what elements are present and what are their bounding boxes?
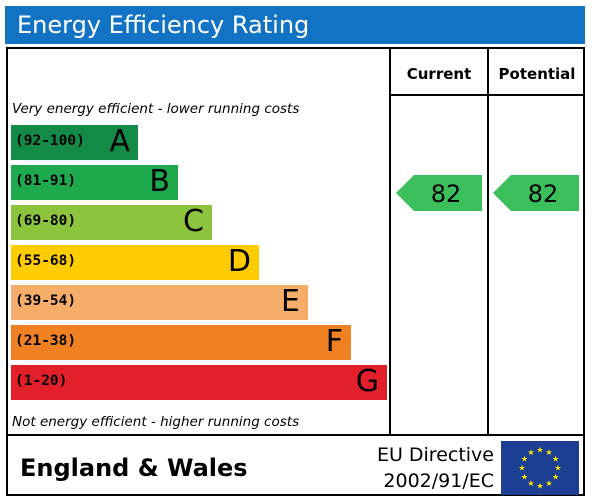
flag-star: ★ xyxy=(552,455,559,464)
band-letter: E xyxy=(281,284,300,319)
band-d: (55-68) D xyxy=(11,244,259,280)
divider-current xyxy=(389,47,391,436)
footer-divider xyxy=(6,434,585,436)
country-label: England & Wales xyxy=(20,454,248,482)
band-g: (1-20) G xyxy=(11,364,387,400)
flag-star: ★ xyxy=(536,482,543,491)
band-range-label: (55-68) xyxy=(15,253,77,269)
band-range-label: (92-100) xyxy=(15,133,85,149)
band-range-label: (21-38) xyxy=(15,333,77,349)
band-c: (69-80) C xyxy=(11,204,212,240)
directive-line2: 2002/91/EC xyxy=(383,470,494,492)
band-range-label: (69-80) xyxy=(15,213,77,229)
current-rating-arrow xyxy=(396,175,482,211)
band-a: (92-100) A xyxy=(11,124,138,160)
band-f: (21-38) F xyxy=(11,324,351,360)
flag-star: ★ xyxy=(536,446,543,455)
flag-star: ★ xyxy=(554,464,561,473)
flag-star: ★ xyxy=(545,448,552,457)
band-letter: A xyxy=(109,124,130,159)
caption-bottom: Not energy efficient - higher running co… xyxy=(12,414,300,430)
flag-star: ★ xyxy=(521,455,528,464)
flag-star: ★ xyxy=(518,464,525,473)
band-b: (81-91) B xyxy=(11,164,178,200)
band-range-label: (81-91) xyxy=(15,173,77,189)
column-potential: Potential xyxy=(498,65,576,83)
title-bar: Energy Efficiency Rating xyxy=(5,6,585,44)
band-e: (39-54) E xyxy=(11,284,308,320)
potential-rating-arrow xyxy=(493,175,579,211)
flag-star: ★ xyxy=(545,479,552,488)
band-range-label: (1-20) xyxy=(15,373,68,389)
header-divider xyxy=(389,94,585,96)
flag-star: ★ xyxy=(552,473,559,482)
band-letter: C xyxy=(183,204,204,239)
current-rating-value: 82 xyxy=(431,180,462,208)
chart-frame xyxy=(6,47,585,496)
potential-rating-value: 82 xyxy=(528,180,559,208)
eu-directive: EU Directive 2002/91/EC xyxy=(354,442,494,494)
eu-flag-icon: ★ ★★★★★★★★★★★ xyxy=(501,441,579,495)
band-letter: F xyxy=(325,324,343,359)
flag-background xyxy=(501,441,579,495)
band-letter: G xyxy=(355,364,379,399)
band-letter: D xyxy=(227,244,251,279)
flag-star: ★ xyxy=(527,479,534,488)
caption-top: Very energy efficient - lower running co… xyxy=(12,101,300,117)
directive-line1: EU Directive xyxy=(376,444,494,466)
band-range-label: (39-54) xyxy=(15,293,77,309)
column-current: Current xyxy=(406,65,472,83)
flag-star: ★ xyxy=(527,448,534,457)
chart-title: Energy Efficiency Rating xyxy=(17,11,310,39)
flag-star: ★ xyxy=(521,473,528,482)
band-letter: B xyxy=(149,164,170,199)
divider-potential xyxy=(487,47,489,436)
